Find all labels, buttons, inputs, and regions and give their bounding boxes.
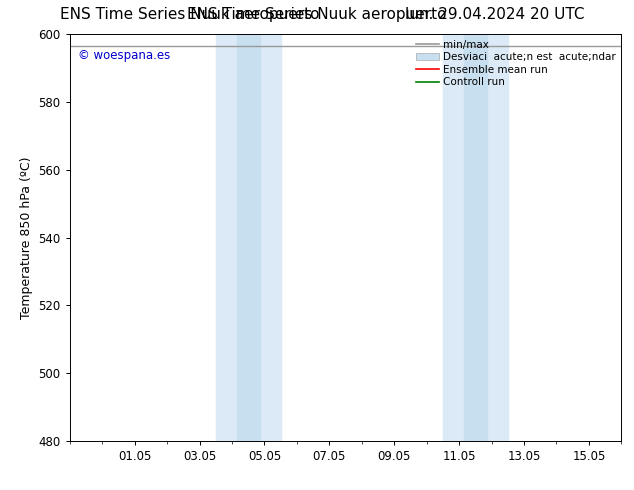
Y-axis label: Temperature 850 hPa (ºC): Temperature 850 hPa (ºC) — [20, 156, 33, 319]
Legend: min/max, Desviaci  acute;n est  acute;ndar, Ensemble mean run, Controll run: min/max, Desviaci acute;n est acute;ndar… — [413, 36, 619, 91]
Bar — [443, 34, 508, 441]
Bar — [464, 34, 487, 441]
Text: ENS Time Series Nuuk aeropuerto: ENS Time Series Nuuk aeropuerto — [60, 7, 320, 23]
Text: ENS Time Series Nuuk aeropuerto: ENS Time Series Nuuk aeropuerto — [187, 7, 447, 23]
Bar — [216, 34, 281, 441]
Bar — [237, 34, 259, 441]
Text: © woespana.es: © woespana.es — [78, 49, 171, 62]
Text: lun. 29.04.2024 20 UTC: lun. 29.04.2024 20 UTC — [404, 7, 585, 23]
